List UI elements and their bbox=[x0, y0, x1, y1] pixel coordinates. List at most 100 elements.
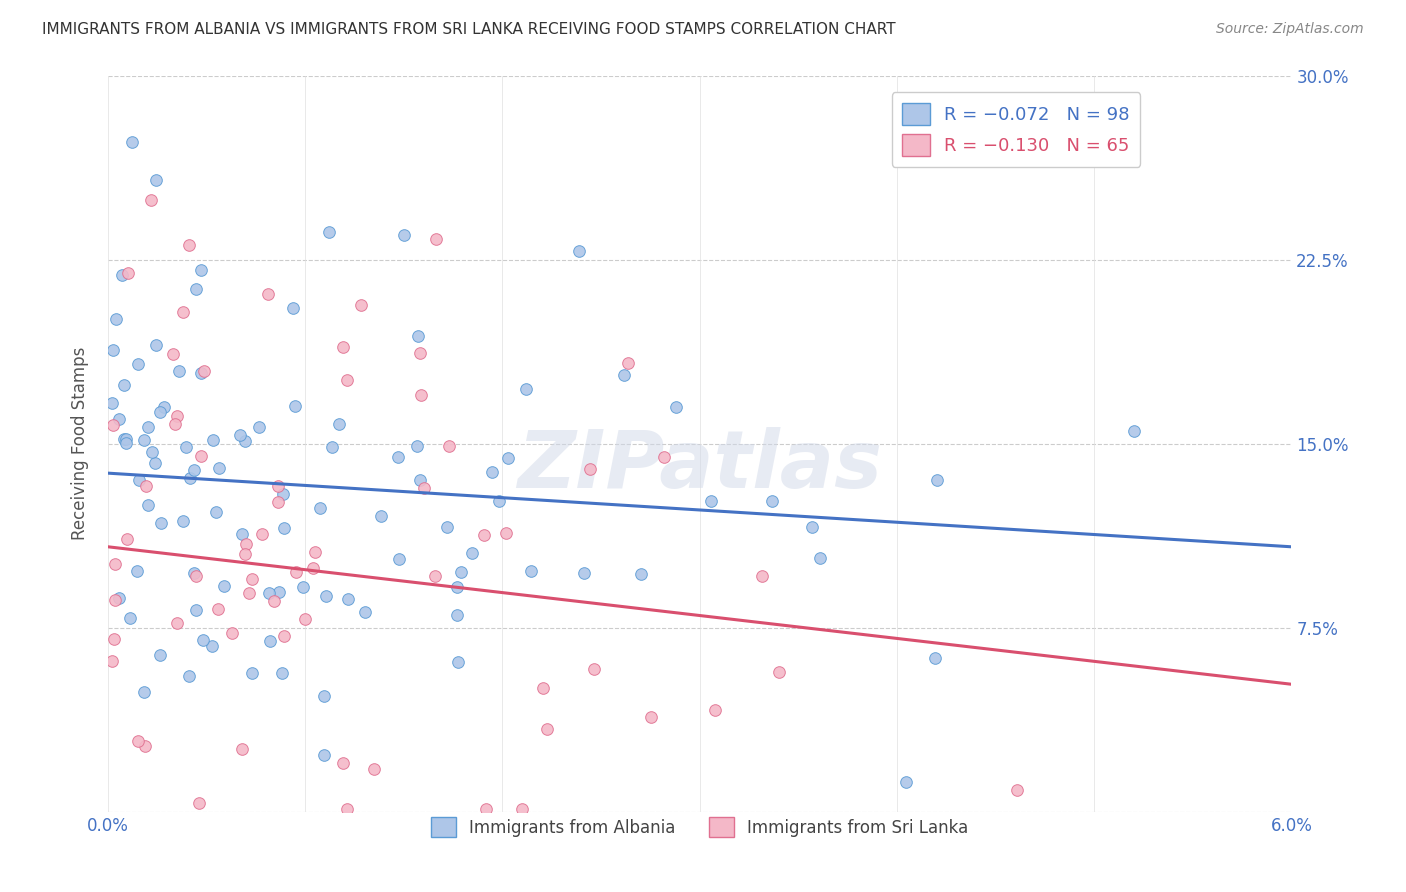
Point bbox=[183, 566, 205, 581]
Point bbox=[273, 521, 295, 535]
Point bbox=[309, 501, 332, 516]
Point bbox=[115, 436, 138, 450]
Point bbox=[149, 648, 172, 662]
Point bbox=[406, 329, 429, 343]
Point bbox=[582, 662, 605, 676]
Point bbox=[350, 298, 373, 312]
Point bbox=[231, 527, 253, 541]
Point bbox=[1122, 425, 1144, 439]
Point bbox=[115, 432, 138, 446]
Point bbox=[145, 173, 167, 187]
Point bbox=[700, 494, 723, 508]
Point bbox=[231, 742, 253, 756]
Point bbox=[240, 666, 263, 681]
Point bbox=[101, 396, 124, 410]
Point bbox=[808, 550, 831, 565]
Point bbox=[572, 566, 595, 580]
Point bbox=[174, 440, 197, 454]
Point bbox=[179, 238, 201, 252]
Point bbox=[111, 268, 134, 282]
Point bbox=[520, 564, 543, 578]
Point bbox=[166, 616, 188, 631]
Point bbox=[328, 417, 350, 431]
Point bbox=[112, 378, 135, 392]
Point bbox=[191, 632, 214, 647]
Point bbox=[370, 509, 392, 524]
Point bbox=[579, 462, 602, 476]
Point bbox=[145, 456, 167, 470]
Point bbox=[263, 594, 285, 608]
Point bbox=[392, 228, 415, 243]
Point bbox=[186, 282, 208, 296]
Point bbox=[472, 528, 495, 542]
Point bbox=[1007, 782, 1029, 797]
Point bbox=[363, 762, 385, 776]
Point bbox=[481, 465, 503, 479]
Point bbox=[336, 802, 359, 816]
Text: IMMIGRANTS FROM ALBANIA VS IMMIGRANTS FROM SRI LANKA RECEIVING FOOD STAMPS CORRE: IMMIGRANTS FROM ALBANIA VS IMMIGRANTS FR… bbox=[42, 22, 896, 37]
Point bbox=[229, 428, 252, 442]
Point bbox=[233, 547, 256, 561]
Point bbox=[145, 338, 167, 352]
Point bbox=[312, 747, 335, 762]
Point bbox=[613, 368, 636, 383]
Point bbox=[240, 572, 263, 586]
Point bbox=[425, 232, 447, 246]
Point bbox=[270, 666, 292, 681]
Point bbox=[238, 586, 260, 600]
Point bbox=[252, 527, 274, 541]
Point bbox=[172, 514, 194, 528]
Point bbox=[136, 498, 159, 512]
Point bbox=[488, 494, 510, 508]
Point bbox=[202, 433, 225, 447]
Point bbox=[153, 401, 176, 415]
Point bbox=[536, 723, 558, 737]
Point bbox=[257, 286, 280, 301]
Point bbox=[166, 409, 188, 423]
Point bbox=[294, 612, 316, 626]
Point bbox=[201, 639, 224, 653]
Point bbox=[446, 607, 468, 622]
Point bbox=[179, 669, 201, 683]
Point bbox=[149, 405, 172, 419]
Point bbox=[568, 244, 591, 258]
Point bbox=[205, 504, 228, 518]
Point bbox=[135, 479, 157, 493]
Point bbox=[531, 681, 554, 695]
Point bbox=[321, 440, 343, 454]
Legend: Immigrants from Albania, Immigrants from Sri Lanka: Immigrants from Albania, Immigrants from… bbox=[425, 810, 976, 844]
Point bbox=[136, 420, 159, 434]
Point bbox=[411, 387, 433, 401]
Point bbox=[128, 473, 150, 487]
Point bbox=[190, 450, 212, 464]
Point bbox=[190, 262, 212, 277]
Point bbox=[108, 591, 131, 605]
Point bbox=[412, 481, 434, 495]
Point bbox=[273, 629, 295, 643]
Point bbox=[336, 373, 359, 387]
Point bbox=[267, 585, 290, 599]
Point bbox=[332, 756, 354, 770]
Point bbox=[301, 561, 323, 575]
Point bbox=[208, 461, 231, 475]
Point bbox=[927, 474, 949, 488]
Point bbox=[436, 520, 458, 534]
Point bbox=[630, 567, 652, 582]
Point bbox=[337, 591, 360, 606]
Point bbox=[665, 400, 688, 414]
Point bbox=[271, 487, 294, 501]
Point bbox=[654, 450, 676, 464]
Point bbox=[233, 434, 256, 448]
Point bbox=[318, 225, 340, 239]
Point bbox=[105, 312, 128, 326]
Point bbox=[184, 569, 207, 583]
Point bbox=[221, 625, 243, 640]
Point bbox=[312, 689, 335, 703]
Point bbox=[162, 346, 184, 360]
Point bbox=[139, 193, 162, 207]
Point bbox=[214, 579, 236, 593]
Point bbox=[127, 734, 149, 748]
Point bbox=[408, 473, 430, 487]
Text: ZIPatlas: ZIPatlas bbox=[517, 426, 882, 505]
Point bbox=[134, 739, 156, 754]
